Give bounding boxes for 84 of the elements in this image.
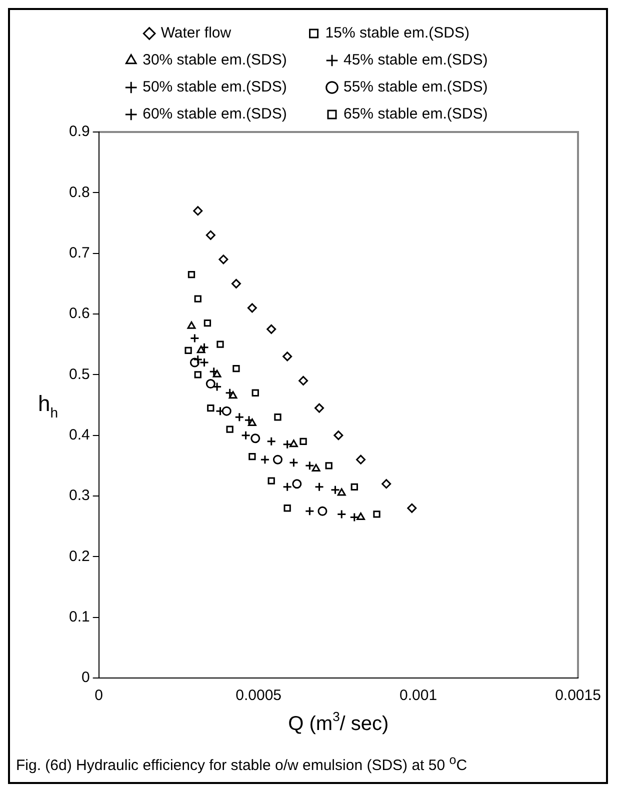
legend-label: Water flow bbox=[160, 24, 298, 42]
point bbox=[334, 430, 344, 440]
point bbox=[266, 324, 276, 334]
point bbox=[337, 488, 346, 496]
legend-label: 15% stable em.(SDS) bbox=[325, 24, 499, 42]
point bbox=[194, 295, 202, 302]
point bbox=[407, 503, 417, 513]
point bbox=[232, 365, 240, 372]
point bbox=[222, 406, 232, 416]
point bbox=[187, 321, 196, 329]
point bbox=[193, 206, 203, 216]
point bbox=[247, 303, 257, 313]
point bbox=[318, 506, 328, 516]
point bbox=[312, 464, 320, 472]
point bbox=[289, 440, 298, 448]
point bbox=[226, 426, 234, 433]
legend-label: 45% stable em.(SDS) bbox=[344, 52, 517, 69]
legend-label: 60% stable em.(SDS) bbox=[142, 106, 316, 123]
point bbox=[206, 230, 216, 240]
point bbox=[206, 379, 216, 389]
point bbox=[207, 404, 214, 412]
point bbox=[231, 278, 241, 288]
point bbox=[373, 510, 380, 518]
point bbox=[314, 403, 324, 413]
point bbox=[292, 479, 302, 489]
point bbox=[314, 482, 324, 492]
point bbox=[272, 454, 282, 464]
x-tick-label: 0.0015 bbox=[555, 687, 601, 704]
point bbox=[274, 414, 282, 421]
y-tick-label: 0.6 bbox=[68, 305, 90, 322]
point bbox=[325, 462, 332, 470]
point bbox=[248, 452, 256, 460]
point bbox=[336, 509, 346, 519]
point bbox=[260, 454, 270, 464]
point bbox=[284, 504, 291, 512]
point bbox=[282, 352, 292, 362]
point bbox=[350, 483, 358, 490]
point bbox=[241, 430, 251, 440]
point bbox=[268, 477, 275, 484]
y-tick-label: 0.9 bbox=[68, 123, 90, 140]
point bbox=[282, 440, 292, 450]
x-tick-label: 0.001 bbox=[400, 687, 438, 704]
point bbox=[252, 389, 259, 396]
y-tick-label: 0 bbox=[82, 669, 90, 686]
point bbox=[300, 438, 307, 445]
point bbox=[266, 436, 276, 446]
point bbox=[248, 418, 256, 426]
point bbox=[218, 254, 228, 264]
legend-label: 50% stable em.(SDS) bbox=[142, 78, 316, 96]
point bbox=[184, 346, 192, 354]
point bbox=[234, 412, 244, 422]
legend-label: 55% stable em.(SDS) bbox=[344, 78, 517, 96]
point bbox=[190, 334, 200, 344]
point bbox=[250, 434, 260, 444]
point bbox=[196, 346, 206, 354]
point bbox=[288, 458, 298, 468]
x-tick-label: 0 bbox=[94, 687, 104, 704]
point bbox=[356, 454, 366, 464]
point bbox=[228, 391, 238, 399]
point bbox=[204, 320, 212, 327]
point bbox=[304, 506, 314, 516]
point bbox=[304, 460, 314, 470]
point bbox=[212, 370, 222, 378]
x-tick-label: 0.0005 bbox=[236, 687, 282, 704]
point bbox=[382, 479, 392, 489]
text: Fig. (6d) Hydraulic efficiency for stable o/w emulsion (SDS) at 50 $^{o}$C bbox=[15, 752, 468, 776]
legend-label: 30% stable em.(SDS) bbox=[142, 52, 316, 69]
point bbox=[194, 371, 202, 378]
point bbox=[298, 376, 308, 386]
y-tick-label: 0.4 bbox=[68, 426, 90, 444]
y-tick-label: 0.8 bbox=[68, 184, 90, 201]
point bbox=[188, 270, 196, 278]
point bbox=[212, 382, 222, 392]
y-tick-label: 0.1 bbox=[68, 608, 90, 626]
y-tick-label: 0.7 bbox=[68, 244, 90, 262]
point bbox=[216, 340, 224, 348]
point bbox=[350, 512, 360, 522]
legend-label: 65% stable em.(SDS) bbox=[344, 106, 517, 123]
point bbox=[356, 512, 365, 520]
y-tick-label: 0.5 bbox=[68, 366, 90, 383]
point bbox=[330, 485, 340, 495]
point bbox=[282, 482, 292, 492]
y-tick-label: 0.3 bbox=[68, 487, 90, 504]
y-tick-label: 0.2 bbox=[68, 548, 90, 565]
